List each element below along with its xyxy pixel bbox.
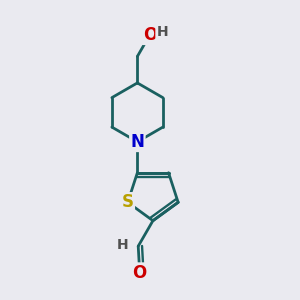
Text: S: S: [122, 194, 134, 211]
Text: O: O: [133, 264, 147, 282]
Text: O: O: [143, 26, 157, 44]
Text: H: H: [116, 238, 128, 252]
Text: N: N: [130, 133, 144, 151]
Text: H: H: [156, 25, 168, 39]
